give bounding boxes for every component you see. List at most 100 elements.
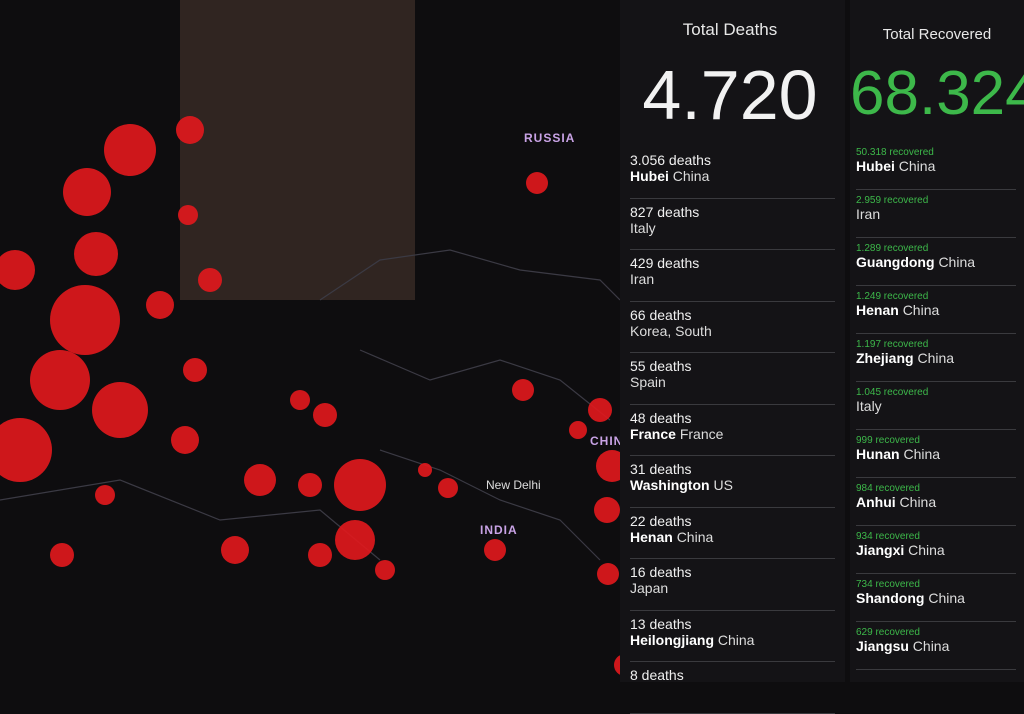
- row-place: Henan: [630, 528, 673, 545]
- row-count: 50.318 recovered: [856, 147, 934, 158]
- row-place: France: [630, 425, 676, 442]
- row-location: Jiangxi China: [856, 542, 945, 558]
- case-dot: [335, 520, 375, 560]
- row-country: China: [672, 168, 710, 184]
- list-row: 16 deaths Japan: [630, 564, 835, 611]
- list-row: 934 recovered Jiangxi China: [856, 531, 1016, 574]
- row-location: Henan China: [630, 529, 713, 545]
- recovered-panel: Total Recovered 68.324 50.318 recovered H…: [850, 0, 1024, 682]
- row-count: 1.197 recovered: [856, 339, 929, 350]
- list-row: 999 recovered Hunan China: [856, 435, 1016, 478]
- case-dot: [594, 497, 620, 523]
- row-count: 22 deaths: [630, 512, 692, 529]
- row-country: Japan: [630, 580, 669, 596]
- map-label: INDIA: [480, 523, 518, 537]
- case-dot: [74, 232, 118, 276]
- case-dot: [178, 205, 198, 225]
- case-dot: [308, 543, 332, 567]
- row-country: China: [903, 446, 941, 462]
- row-place: Guangdong: [856, 254, 935, 270]
- row-count: 3.056 deaths: [630, 152, 711, 168]
- row-count: 55 deaths: [630, 358, 692, 374]
- row-place: Jiangxi: [856, 542, 905, 558]
- case-dot: [50, 543, 74, 567]
- row-place: Henan: [856, 302, 899, 318]
- row-location: Iran: [856, 206, 880, 222]
- row-country: China: [917, 350, 955, 366]
- row-country: China: [676, 528, 714, 545]
- row-place: Jiangsu: [856, 638, 909, 654]
- list-row: 629 recovered Jiangsu China: [856, 627, 1016, 670]
- case-dot: [104, 124, 156, 176]
- row-country: Spain: [630, 374, 666, 390]
- row-place: Anhui: [856, 494, 896, 510]
- list-row: 22 deaths Henan China: [630, 512, 835, 559]
- row-location: Iran: [630, 271, 654, 287]
- row-count: 1.045 recovered: [856, 387, 929, 398]
- row-country: Iran: [630, 271, 655, 287]
- map-label: RUSSIA: [524, 131, 576, 145]
- row-country: China: [928, 590, 965, 606]
- list-row: 55 deaths Spain: [630, 358, 835, 405]
- case-dot: [183, 358, 207, 382]
- case-dot: [596, 450, 620, 482]
- case-dot: [198, 268, 222, 292]
- list-row: 429 deaths Iran: [630, 255, 835, 302]
- row-location: Italy: [856, 398, 882, 414]
- row-count: 1.249 recovered: [856, 291, 929, 302]
- row-count: 827 deaths: [630, 203, 700, 220]
- row-count: 66 deaths: [630, 306, 692, 323]
- list-row: 2.959 recovered Iran: [856, 195, 1016, 238]
- row-country: China: [899, 494, 937, 510]
- list-row: 48 deaths France France: [630, 409, 835, 456]
- row-place: Hubei: [856, 158, 895, 174]
- row-location: Anhui China: [856, 494, 936, 510]
- row-count: 734 recovered: [856, 579, 920, 590]
- row-location: Shandong China: [856, 590, 965, 606]
- list-row: 1.045 recovered Italy: [856, 387, 1016, 430]
- row-location: Washington US: [630, 477, 733, 493]
- row-location: Italy: [630, 220, 656, 236]
- deaths-total: 4.720: [642, 56, 818, 134]
- row-country: Italy: [856, 398, 882, 414]
- recovered-total: 68.324: [850, 59, 1024, 128]
- case-dot: [95, 485, 115, 505]
- row-count: 629 recovered: [856, 627, 920, 638]
- case-dot: [290, 390, 310, 410]
- list-row: 734 recovered Shandong China: [856, 579, 1016, 622]
- case-dot: [244, 464, 276, 496]
- blurred-region: [180, 0, 415, 300]
- map-label: New Delhi: [486, 478, 541, 492]
- row-place: Washington: [630, 477, 710, 493]
- row-count: 2.959 recovered: [856, 195, 929, 206]
- row-location: France France: [630, 426, 723, 442]
- case-dot: [313, 403, 337, 427]
- case-dot: [512, 379, 534, 401]
- row-location: Zhejiang China: [856, 350, 954, 366]
- row-place: Shandong: [856, 590, 925, 606]
- row-country: China: [902, 302, 940, 318]
- case-dot: [375, 560, 395, 580]
- row-location: Henan China: [856, 302, 939, 318]
- row-country: China: [717, 631, 755, 648]
- row-count: 999 recovered: [856, 435, 920, 446]
- list-row: 1.197 recovered Zhejiang China: [856, 339, 1016, 382]
- case-dot: [298, 473, 322, 497]
- row-country: France: [679, 425, 724, 442]
- row-country: China: [908, 542, 945, 558]
- case-dot: [146, 291, 174, 319]
- row-location: Jiangsu China: [856, 638, 949, 654]
- list-row: 50.318 recovered Hubei China: [856, 147, 1016, 190]
- row-location: Heilongjiang China: [630, 632, 754, 648]
- case-dot: [334, 459, 386, 511]
- list-row: 3.056 deaths Hubei China: [630, 152, 835, 199]
- row-count: 934 recovered: [856, 531, 920, 542]
- row-location: Guangdong China: [856, 254, 975, 270]
- row-place: Zhejiang: [856, 350, 914, 366]
- row-location: Hubei China: [630, 168, 709, 184]
- list-row: 1.249 recovered Henan China: [856, 291, 1016, 334]
- row-location: Hubei China: [856, 158, 935, 174]
- row-count: 48 deaths: [630, 409, 692, 426]
- deaths-title: Total Deaths: [682, 20, 778, 39]
